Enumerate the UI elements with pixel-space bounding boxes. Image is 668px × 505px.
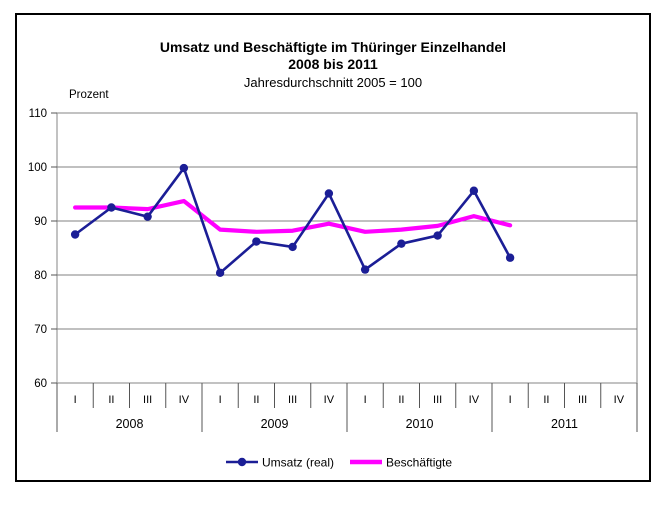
chart-subtitle: 2008 bis 2011 bbox=[288, 56, 378, 72]
chart-reference-note: Jahresdurchschnitt 2005 = 100 bbox=[243, 75, 423, 90]
chart-frame: Umsatz und Beschäftigte im Thüringer Ein… bbox=[15, 13, 651, 482]
chart-title: Umsatz und Beschäftigte im Thüringer Ein… bbox=[159, 39, 507, 55]
chart-title-block: Umsatz und Beschäftigte im Thüringer Ein… bbox=[17, 39, 649, 91]
y-axis-unit-label: Prozent bbox=[69, 89, 109, 101]
